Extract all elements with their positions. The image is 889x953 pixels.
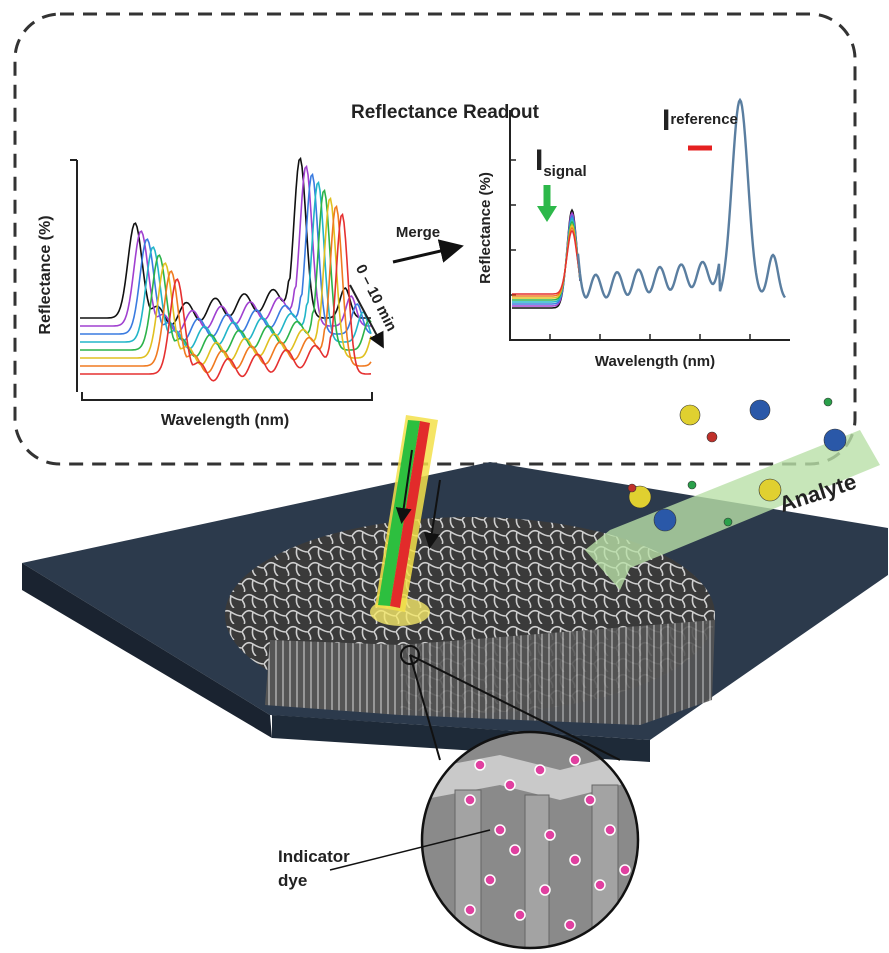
dye-molecule: [585, 795, 595, 805]
dye-molecule: [495, 825, 505, 835]
symbol: I: [662, 104, 670, 137]
right-plot: Reflectance (%) Wavelength (nm) Isignal …: [477, 100, 790, 370]
molecule: [707, 432, 717, 442]
reference-label: Ireference: [662, 104, 738, 137]
dye-molecule: [620, 865, 630, 875]
signal-label: Isignal: [535, 144, 587, 180]
line: dye: [278, 871, 307, 890]
left-plot: Reflectance (%) Wavelength (nm) 0 – 10 m…: [37, 159, 400, 429]
subscript: signal: [543, 163, 586, 180]
dye-molecule: [475, 760, 485, 770]
molecule: [628, 484, 636, 492]
dye-molecule: [540, 885, 550, 895]
line: Indicator: [278, 847, 350, 866]
molecule: [824, 429, 846, 451]
dye-molecule: [515, 910, 525, 920]
y-label: Reflectance (%): [477, 172, 494, 284]
dye-molecule: [595, 880, 605, 890]
molecule: [654, 509, 676, 531]
dye-molecule: [545, 830, 555, 840]
subscript: reference: [670, 111, 738, 128]
x-label: Wavelength (nm): [595, 353, 715, 370]
dye-molecule: [535, 765, 545, 775]
dye-molecule: [605, 825, 615, 835]
molecule: [750, 400, 770, 420]
dye-molecule: [510, 845, 520, 855]
x-label: Wavelength (nm): [161, 412, 289, 429]
molecule: [759, 479, 781, 501]
dye-molecule: [465, 795, 475, 805]
figure: Reflectance Readout Reflectance (%) Wave…: [0, 0, 889, 953]
dye-molecule: [570, 855, 580, 865]
readout-title: Reflectance Readout: [351, 102, 540, 123]
spectrum: [578, 100, 785, 298]
symbol: I: [535, 144, 543, 177]
time-label: 0 – 10 min: [352, 262, 400, 334]
y-label: Reflectance (%): [37, 215, 54, 334]
dye-molecule: [565, 920, 575, 930]
molecule: [680, 405, 700, 425]
molecule: [688, 481, 696, 489]
indicator-label: Indicator dye: [278, 847, 350, 890]
merge-arrow: [393, 247, 458, 262]
molecule: [824, 398, 832, 406]
spectrum: [512, 231, 580, 294]
dye-molecule: [465, 905, 475, 915]
merge-label: Merge: [396, 224, 440, 241]
dye-molecule: [570, 755, 580, 765]
dye-molecule: [485, 875, 495, 885]
molecule: [724, 518, 732, 526]
dye-molecule: [505, 780, 515, 790]
